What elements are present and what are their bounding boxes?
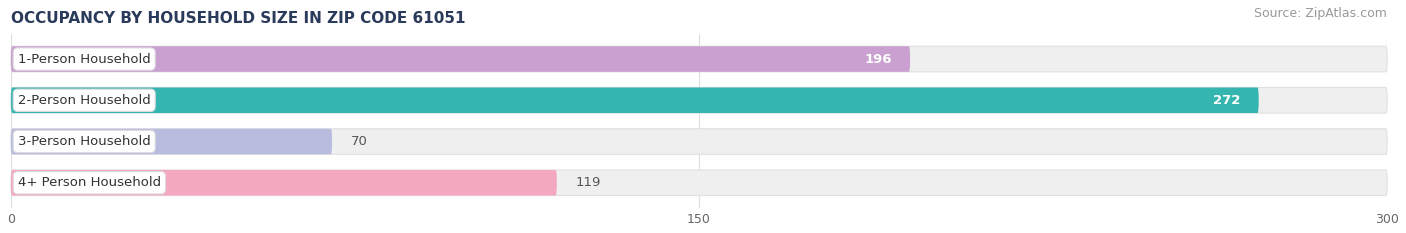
Text: 4+ Person Household: 4+ Person Household (18, 176, 160, 189)
FancyBboxPatch shape (11, 129, 332, 154)
FancyBboxPatch shape (11, 129, 1388, 154)
Text: 3-Person Household: 3-Person Household (18, 135, 150, 148)
Text: Source: ZipAtlas.com: Source: ZipAtlas.com (1254, 7, 1388, 21)
FancyBboxPatch shape (11, 88, 1258, 113)
Text: OCCUPANCY BY HOUSEHOLD SIZE IN ZIP CODE 61051: OCCUPANCY BY HOUSEHOLD SIZE IN ZIP CODE … (11, 11, 465, 26)
FancyBboxPatch shape (11, 170, 557, 195)
FancyBboxPatch shape (11, 46, 910, 72)
Text: 196: 196 (865, 52, 891, 65)
Text: 2-Person Household: 2-Person Household (18, 94, 150, 107)
FancyBboxPatch shape (11, 46, 1388, 72)
Text: 272: 272 (1213, 94, 1240, 107)
FancyBboxPatch shape (11, 170, 1388, 195)
Text: 119: 119 (575, 176, 600, 189)
FancyBboxPatch shape (11, 88, 1388, 113)
Text: 1-Person Household: 1-Person Household (18, 52, 150, 65)
Text: 70: 70 (350, 135, 367, 148)
